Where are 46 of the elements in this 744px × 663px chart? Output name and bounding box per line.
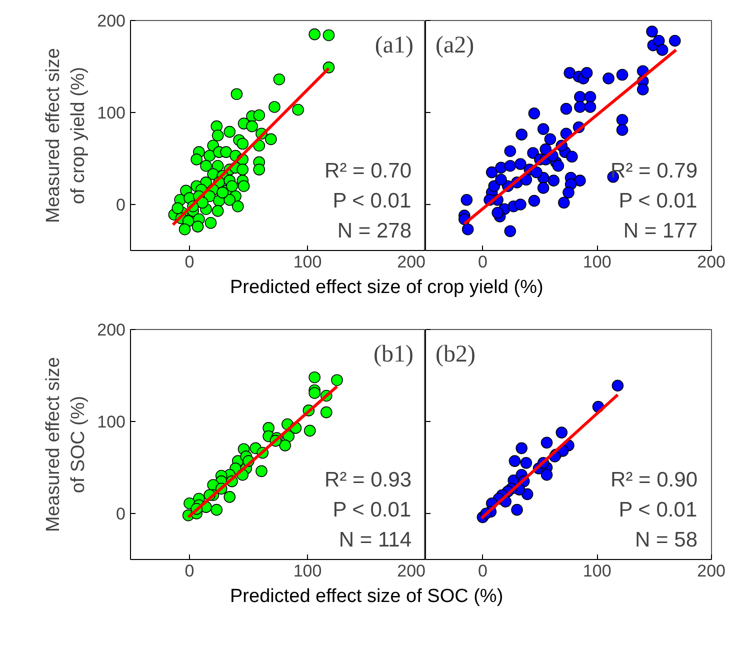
x-tick-label: 0 <box>184 252 194 272</box>
annotation: N = 177 <box>623 220 698 242</box>
annotation: N = 58 <box>635 528 698 552</box>
x-tick-label: 100 <box>582 252 612 272</box>
y-tick-label: 0 <box>116 196 126 214</box>
annotation: R² = 0.79 <box>610 160 698 182</box>
x-tick-label: 100 <box>582 562 612 580</box>
annotation: (b2) <box>436 342 476 368</box>
point <box>612 380 624 392</box>
x-axis-title: Predicted effect size of crop yield (%) <box>230 276 544 300</box>
annotation: (a2) <box>436 32 474 58</box>
point <box>511 504 523 516</box>
annotation: P < 0.01 <box>332 190 412 212</box>
x-tick-label: 200 <box>697 562 726 580</box>
y-tick-label: 200 <box>97 320 126 340</box>
x-tick-label: 0 <box>184 562 194 580</box>
point <box>516 442 528 454</box>
x-tick-label: 200 <box>697 252 726 272</box>
annotation: R² = 0.93 <box>324 468 412 492</box>
y-tick-label: 100 <box>97 104 126 122</box>
annotation: R² = 0.90 <box>610 468 698 492</box>
x-tick-label: 0 <box>478 562 488 580</box>
y-tick-label: 0 <box>116 504 126 524</box>
point <box>540 436 553 449</box>
x-tick-label: 100 <box>293 252 322 272</box>
annotation: P < 0.01 <box>332 498 412 522</box>
point <box>556 426 568 438</box>
annotation: (a1) <box>374 32 414 58</box>
x-axis-title: Predicted effect size of SOC (%) <box>230 585 504 609</box>
y-tick-label: 100 <box>97 412 126 432</box>
x-tick-label: 0 <box>478 252 488 272</box>
point <box>540 468 553 481</box>
annotation: P < 0.01 <box>618 498 698 522</box>
annotation: N = 278 <box>337 220 412 242</box>
annotation: N = 114 <box>338 528 412 552</box>
annotation: P < 0.01 <box>618 190 698 212</box>
x-tick-label: 200 <box>397 562 426 580</box>
point <box>520 457 532 469</box>
y-axis-title: Measured effect size of crop yield (%) <box>42 48 90 223</box>
y-axis-title: Measured effect size of SOC (%) <box>42 357 90 532</box>
y-tick-label: 200 <box>97 12 126 30</box>
x-tick-label: 200 <box>397 252 426 272</box>
annotation: (b1) <box>374 342 414 368</box>
point <box>508 455 521 467</box>
annotation: R² = 0.70 <box>324 160 412 182</box>
x-tick-label: 100 <box>293 562 322 580</box>
